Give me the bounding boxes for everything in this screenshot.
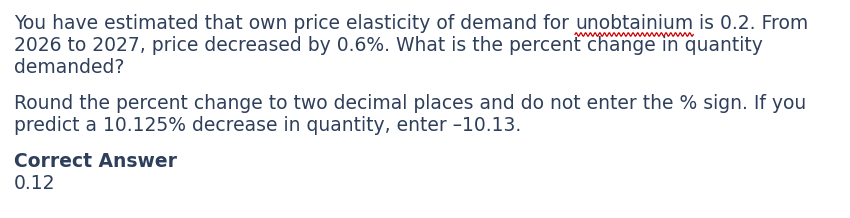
Text: is 0.2. From: is 0.2. From <box>694 14 808 33</box>
Text: Correct Answer: Correct Answer <box>14 152 177 171</box>
Text: 2026 to 2027, price decreased by 0.6%. What is the percent change in quantity: 2026 to 2027, price decreased by 0.6%. W… <box>14 36 763 55</box>
Text: unobtainium: unobtainium <box>575 14 694 33</box>
Text: predict a 10.125% decrease in quantity, enter –10.13.: predict a 10.125% decrease in quantity, … <box>14 116 521 135</box>
Text: demanded?: demanded? <box>14 58 124 77</box>
Text: Round the percent change to two decimal places and do not enter the % sign. If y: Round the percent change to two decimal … <box>14 94 807 113</box>
Text: You have estimated that own price elasticity of demand for: You have estimated that own price elasti… <box>14 14 575 33</box>
Text: 0.12: 0.12 <box>14 174 55 193</box>
